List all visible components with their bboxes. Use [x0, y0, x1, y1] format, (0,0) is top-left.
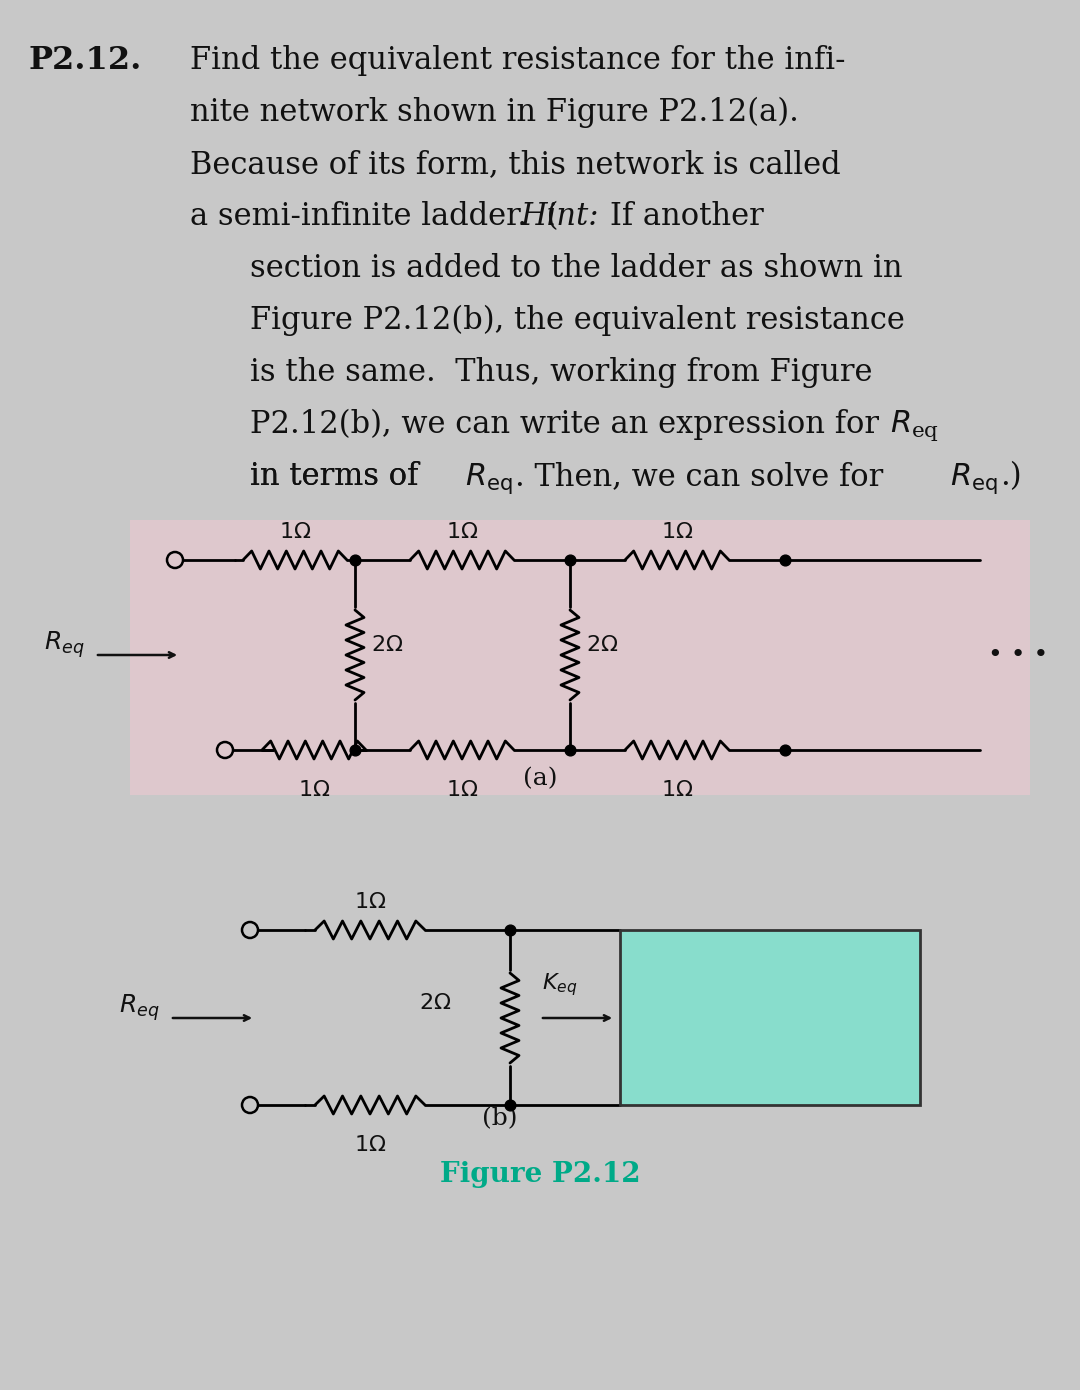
Text: $2\Omega$: $2\Omega$: [586, 635, 618, 655]
Text: Figure P2.12(b), the equivalent resistance: Figure P2.12(b), the equivalent resistan…: [249, 304, 905, 336]
Point: [777, 549, 794, 571]
Text: $R_{\mathregular{eq}}$: $R_{\mathregular{eq}}$: [890, 409, 939, 443]
Text: $1\Omega$: $1\Omega$: [661, 523, 693, 542]
Text: in terms of: in terms of: [249, 461, 418, 492]
Text: $1\Omega$: $1\Omega$: [661, 780, 693, 801]
Text: $2\Omega$: $2\Omega$: [419, 992, 451, 1013]
Text: $1\Omega$: $1\Omega$: [446, 523, 478, 542]
Text: (a): (a): [523, 767, 557, 790]
Text: $R_{eq}$: $R_{eq}$: [120, 992, 160, 1023]
Point: [501, 1094, 518, 1116]
Text: (b): (b): [483, 1106, 517, 1130]
Text: section is added to the ladder as shown in: section is added to the ladder as shown …: [249, 253, 903, 284]
Text: Find the equivalent resistance for the infi-: Find the equivalent resistance for the i…: [190, 44, 846, 76]
Text: $2\Omega$: $2\Omega$: [372, 635, 403, 655]
Text: network: network: [724, 1002, 816, 1024]
Text: $1\Omega$: $1\Omega$: [279, 523, 311, 542]
Text: Because of its form, this network is called: Because of its form, this network is cal…: [190, 149, 840, 179]
Text: Hint:: Hint:: [519, 202, 598, 232]
Point: [501, 919, 518, 941]
Text: a semi-infinite ladder.  (: a semi-infinite ladder. (: [190, 202, 558, 232]
Text: nite network shown in Figure P2.12(a).: nite network shown in Figure P2.12(a).: [190, 97, 799, 128]
Text: $1\Omega$: $1\Omega$: [298, 780, 330, 801]
Text: Figure P2.12: Figure P2.12: [440, 1162, 640, 1188]
Text: $1\Omega$: $1\Omega$: [354, 892, 387, 912]
Point: [347, 549, 364, 571]
Text: in terms of: in terms of: [249, 461, 418, 492]
Point: [562, 549, 579, 571]
Text: If another: If another: [610, 202, 764, 232]
Text: $R_{eq}$: $R_{eq}$: [44, 630, 85, 660]
Text: P2.12.: P2.12.: [28, 44, 141, 76]
Text: $R_{\mathregular{eq}}$: $R_{\mathregular{eq}}$: [950, 461, 998, 496]
Text: . Then, we can solve for: . Then, we can solve for: [515, 461, 883, 492]
Text: of (a): of (a): [740, 1037, 799, 1059]
Text: $1\Omega$: $1\Omega$: [446, 780, 478, 801]
Point: [347, 739, 364, 762]
Bar: [130, 520, 1030, 795]
Bar: [620, 930, 920, 1105]
Text: is the same.  Thus, working from Figure: is the same. Thus, working from Figure: [249, 357, 873, 388]
Text: .): .): [1000, 461, 1022, 492]
Text: $K_{eq}$: $K_{eq}$: [542, 972, 578, 998]
Text: P2.12(b), we can write an expression for: P2.12(b), we can write an expression for: [249, 409, 879, 441]
Text: • • •: • • •: [988, 644, 1049, 667]
Point: [777, 739, 794, 762]
Text: $1\Omega$: $1\Omega$: [354, 1136, 387, 1155]
Text: Ladder: Ladder: [730, 969, 810, 991]
Text: $R_{\mathregular{eq}}$: $R_{\mathregular{eq}}$: [465, 461, 513, 496]
Point: [562, 739, 579, 762]
